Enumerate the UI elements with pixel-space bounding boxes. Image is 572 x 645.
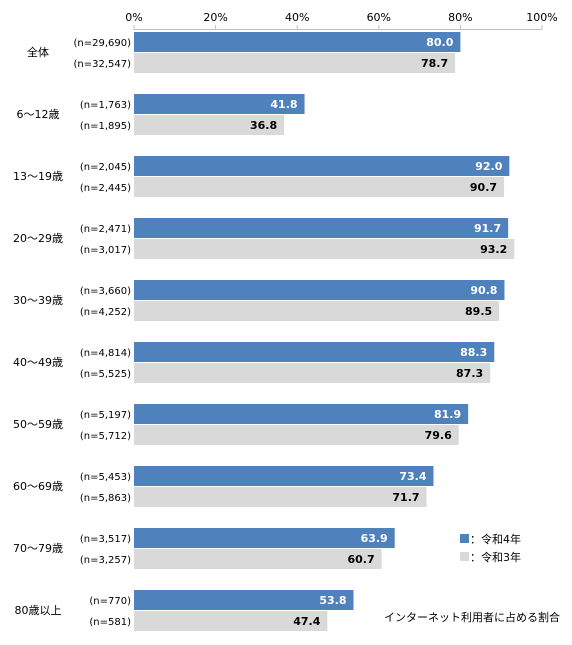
data-label: 78.7 (421, 57, 448, 70)
bar-series-1 (134, 32, 461, 52)
x-tick-label: 60% (367, 11, 391, 24)
legend-swatch-series-2 (460, 552, 469, 561)
data-label: 53.8 (319, 594, 346, 607)
x-tick-label: 80% (448, 11, 472, 24)
sample-size-label: (n=3,017) (80, 245, 131, 256)
sample-size-label: (n=5,712) (80, 431, 131, 442)
data-label: 90.8 (470, 284, 497, 297)
bars: 80.0 78.7 41.8 36.8 92.0 90.7 91.7 93.2 90.8 89.5… (134, 32, 515, 631)
data-label: 73.4 (399, 470, 426, 483)
bar-series-1 (134, 280, 505, 300)
sample-size-label: (n=3,257) (80, 555, 131, 566)
sample-size-label: (n=29,690) (73, 38, 131, 49)
category-label: 60～69歳 (13, 480, 63, 493)
sample-size-label: (n=581) (89, 617, 131, 628)
chart-annotation: インターネット利用者に占める割合 (384, 610, 560, 624)
data-label: 91.7 (474, 222, 501, 235)
data-label: 79.6 (425, 429, 452, 442)
x-tick-label: 40% (285, 11, 309, 24)
sample-size-label: (n=5,525) (80, 369, 131, 380)
bar-series-2 (134, 301, 500, 321)
legend-label-series-1: ：令和4年 (470, 532, 521, 546)
bar-series-1 (134, 404, 469, 424)
data-label: 93.2 (480, 243, 507, 256)
bar-series-2 (134, 425, 459, 445)
sample-size-label: (n=1,895) (80, 121, 131, 132)
bar-series-2 (134, 53, 456, 73)
category-label: 50～59歳 (13, 418, 63, 431)
data-label: 88.3 (460, 346, 487, 359)
bar-series-1 (134, 218, 509, 238)
category-labels: 全体 (n=29,690) (n=32,547) 6～12歳 (n=1,763) (n=1… (13, 38, 131, 628)
category-label: 70～79歳 (13, 542, 63, 555)
bar-series-1 (134, 94, 305, 114)
bar-series-2 (134, 177, 505, 197)
bar-series-2 (134, 363, 491, 383)
data-label: 81.9 (434, 408, 461, 421)
bar-series-2 (134, 239, 515, 259)
sample-size-label: (n=4,814) (80, 348, 131, 359)
data-label: 63.9 (361, 532, 388, 545)
sample-size-label: (n=4,252) (80, 307, 131, 318)
bar-series-2 (134, 549, 382, 569)
x-tick-label: 20% (203, 11, 227, 24)
x-tick-label: 100% (526, 11, 557, 24)
category-label: 6～12歳 (17, 108, 60, 121)
data-label: 60.7 (348, 553, 375, 566)
data-label: 90.7 (470, 181, 497, 194)
sample-size-label: (n=2,471) (80, 224, 131, 235)
category-label: 20～29歳 (13, 232, 63, 245)
data-label: 71.7 (392, 491, 419, 504)
bar-series-1 (134, 590, 354, 610)
bar-series-1 (134, 342, 495, 362)
data-label: 80.0 (426, 36, 453, 49)
sample-size-label: (n=5,863) (80, 493, 131, 504)
bar-series-2 (134, 487, 427, 507)
data-label: 36.8 (250, 119, 277, 132)
legend-swatch-series-1 (460, 534, 469, 543)
sample-size-label: (n=32,547) (73, 59, 131, 70)
sample-size-label: (n=3,517) (80, 534, 131, 545)
data-label: 92.0 (475, 160, 502, 173)
sample-size-label: (n=2,045) (80, 162, 131, 173)
sample-size-label: (n=3,660) (80, 286, 131, 297)
data-label: 89.5 (465, 305, 492, 318)
data-label: 87.3 (456, 367, 483, 380)
bar-series-1 (134, 156, 510, 176)
x-axis-ticks: 0% 20% 40% 60% 80% 100% (125, 11, 558, 30)
bar-series-1 (134, 528, 395, 548)
sample-size-label: (n=770) (89, 596, 131, 607)
sample-size-label: (n=5,197) (80, 410, 131, 421)
sample-size-label: (n=5,453) (80, 472, 131, 483)
data-label: 41.8 (270, 98, 297, 111)
data-label: 47.4 (293, 615, 320, 628)
category-label: 13～19歳 (13, 170, 63, 183)
category-label: 30～39歳 (13, 294, 63, 307)
category-label: 全体 (27, 45, 49, 59)
category-label: 80歳以上 (15, 604, 62, 617)
x-tick-label: 0% (125, 11, 142, 24)
category-label: 40～49歳 (13, 356, 63, 369)
bar-series-2 (134, 611, 328, 631)
sample-size-label: (n=1,763) (80, 100, 131, 111)
bar-series-2 (134, 115, 285, 135)
legend-label-series-2: ：令和3年 (470, 550, 521, 564)
legend: ：令和4年 ：令和3年 (460, 532, 521, 564)
sample-size-label: (n=2,445) (80, 183, 131, 194)
bar-series-1 (134, 466, 434, 486)
